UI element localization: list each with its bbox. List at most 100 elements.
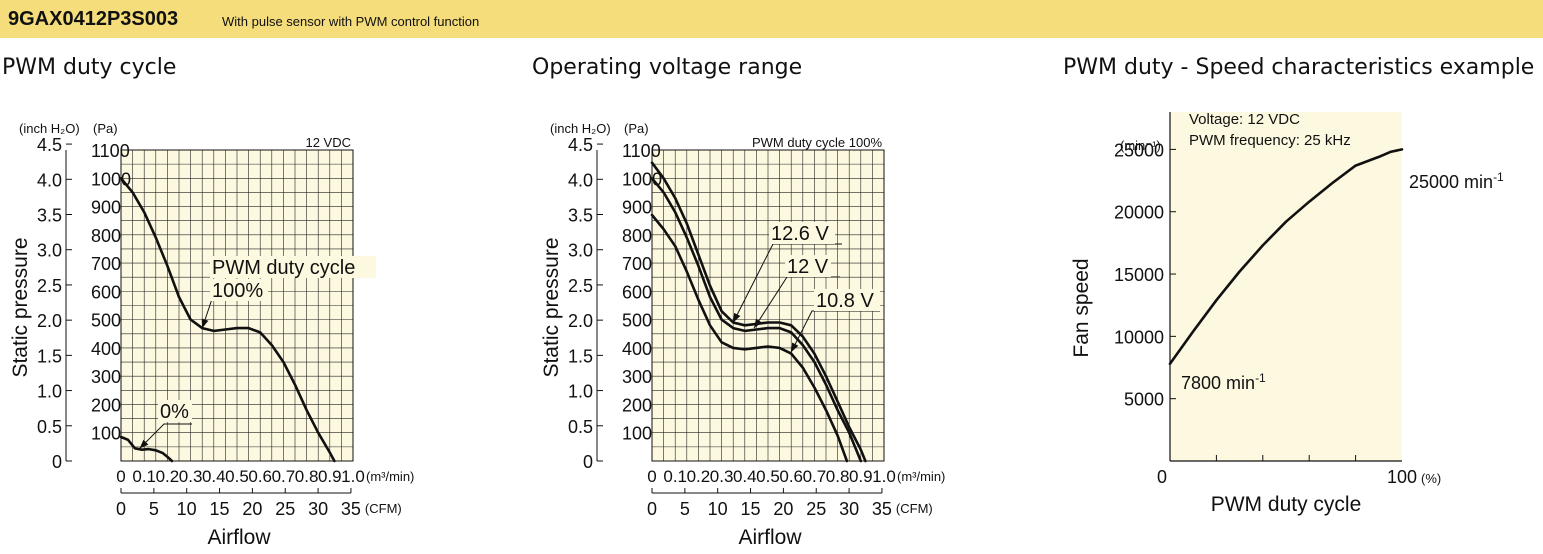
chart1-xtick-m3: 0.9 [318, 467, 342, 486]
chart1-ytick-inch: 3.5 [37, 206, 62, 226]
chart1-xtick-cfm: 0 [116, 499, 126, 519]
chart1-ytick-pa: 300 [91, 367, 121, 387]
chart2-xtick-m3: 0.7 [803, 467, 827, 486]
chart2-ytick-pa: 900 [622, 198, 652, 218]
chart1-xtick-cfm: 10 [177, 499, 197, 519]
chart1-x-unit: (m³/min) [366, 469, 414, 484]
chart3-ytick: 25000 [1114, 140, 1164, 160]
model-number: 9GAX0412P3S003 [8, 8, 179, 30]
chart1-xtick-cfm: 35 [341, 499, 361, 519]
chart1-series-1-line [119, 435, 174, 463]
chart3-ytick: 5000 [1124, 390, 1164, 410]
chart1-ytick-pa: 800 [91, 226, 121, 246]
chart1-xtick-m3: 0.7 [272, 467, 296, 486]
chart1-ytick-pa: 600 [91, 282, 121, 302]
chart2-ytick-inch: 4.0 [568, 170, 593, 190]
chart2-xtick-m3: 0.1 [663, 467, 687, 486]
chart3-series-0-line [1168, 148, 1404, 366]
chart1-ytick-inch: 1.0 [37, 382, 62, 402]
chart2-ytick-inch: 1.0 [568, 382, 593, 402]
chart2-xtick-m3: 1.0 [872, 467, 896, 486]
chart1-label-bg-1 [158, 400, 192, 422]
chart2-xtick-cfm: 35 [872, 499, 892, 519]
chart2-xtick-m3: 0.4 [733, 467, 757, 486]
chart1-xtick-m3: 0.4 [202, 467, 226, 486]
chart1-leader-1 [139, 423, 192, 449]
chart1-plot-border [120, 149, 354, 462]
chart2-xtick-cfm: 30 [839, 499, 859, 519]
chart2-xtick-cfm: 0 [647, 499, 657, 519]
chart2-xtick-cfm: 25 [806, 499, 826, 519]
chart1-ylabel: Static pressure [9, 237, 32, 377]
chart2-xtick-cfm: 5 [680, 499, 690, 519]
header-bar: 9GAX0412P3S003 With pulse sensor with PW… [0, 0, 1543, 38]
chart2-y-unit: (Pa) [624, 121, 649, 136]
chart3-xtick: 0 [1157, 467, 1167, 487]
chart3-condition-frequency: PWM frequency: 25 kHz [1189, 132, 1351, 149]
model-description: With pulse sensor with PWM control funct… [222, 14, 480, 29]
chart1-xtick-cfm: 30 [308, 499, 328, 519]
chart1-xtick-cfm: 25 [275, 499, 295, 519]
chart2-ytick-pa: 700 [622, 254, 652, 274]
chart2-leader-arrow-2 [791, 342, 799, 353]
chart1-xtick-m3: 0.3 [179, 467, 203, 486]
chart2-series-0-line [650, 161, 867, 463]
chart2-xtick-m3: 0 [647, 467, 656, 486]
chart1-x2-unit: (CFM) [365, 501, 402, 516]
chart1-leader-arrow-0 [201, 318, 209, 329]
chart2-x2-unit: (CFM) [896, 501, 933, 516]
chart2-ytick-inch: 0 [583, 452, 593, 472]
chart1-title: PWM duty cycle [2, 55, 177, 80]
chart1-series-label-0: 100% [212, 280, 263, 302]
chart2-ytick-inch: 2.0 [568, 311, 593, 331]
chart1-xtick-cfm: 5 [149, 499, 159, 519]
chart1-condition: 12 VDC [305, 135, 351, 150]
chart3-xtick: 100 [1387, 467, 1417, 487]
chart2-label-bg-0 [769, 222, 835, 244]
chart2-ytick-pa: 600 [622, 282, 652, 302]
chart1-ytick-inch: 2.5 [37, 276, 62, 296]
chart1-y2-unit: (inch H₂O) [19, 121, 80, 136]
chart2-leader-arrow-0 [733, 312, 741, 323]
chart2-label-bg-2 [814, 289, 880, 311]
chart3-plot-area [1170, 112, 1402, 461]
chart2-xtick-m3: 0.3 [710, 467, 734, 486]
chart1-ytick-inch: 0 [52, 452, 62, 472]
chart1-xtick-m3: 1.0 [341, 467, 365, 486]
chart1-ytick-inch: 4.5 [37, 135, 62, 155]
chart1-xtick-cfm: 15 [210, 499, 230, 519]
chart2-ytick-pa: 800 [622, 226, 652, 246]
chart2-label-bg-1 [785, 255, 831, 277]
chart1-xtick-m3: 0.5 [225, 467, 249, 486]
chart2-ytick-inch: 3.0 [568, 241, 593, 261]
chart2-ytick-pa: 200 [622, 395, 652, 415]
chart2-xtick-m3: 0.2 [687, 467, 711, 486]
chart1-y-unit: (Pa) [93, 121, 118, 136]
chart1-xtick-m3: 0.1 [132, 467, 156, 486]
chart2-xtick-m3: 0.8 [826, 467, 850, 486]
chart2-ytick-inch: 4.5 [568, 135, 593, 155]
chart1-ytick-inch: 3.0 [37, 241, 62, 261]
chart2-xtick-m3: 0.6 [779, 467, 803, 486]
chart2-series-label-0: 12.6 V [771, 223, 829, 245]
chart2-series-1-line [650, 177, 863, 463]
chart1-ytick-inch: 1.5 [37, 346, 62, 366]
chart2-ytick-pa: 1000 [622, 169, 662, 189]
chart1-xtick-m3: 0.2 [156, 467, 180, 486]
chart2-ytick-inch: 3.5 [568, 206, 593, 226]
chart2-y2-unit: (inch H₂O) [550, 121, 611, 136]
chart2-ytick-inch: 1.5 [568, 346, 593, 366]
chart1-ytick-pa: 400 [91, 339, 121, 359]
chart2-plot-border [651, 149, 885, 462]
chart1-label-bg-0 [210, 279, 268, 301]
chart2-series-label-1: 12 V [787, 256, 829, 278]
chart3-ytick: 15000 [1114, 265, 1164, 285]
chart2-xtick-m3: 0.5 [756, 467, 780, 486]
chart1-leader-arrow-1 [139, 439, 149, 449]
chart3-y-unit: (min⁻¹) [1120, 138, 1161, 153]
chart2-xtick-cfm: 20 [773, 499, 793, 519]
chart1-ytick-pa: 700 [91, 254, 121, 274]
